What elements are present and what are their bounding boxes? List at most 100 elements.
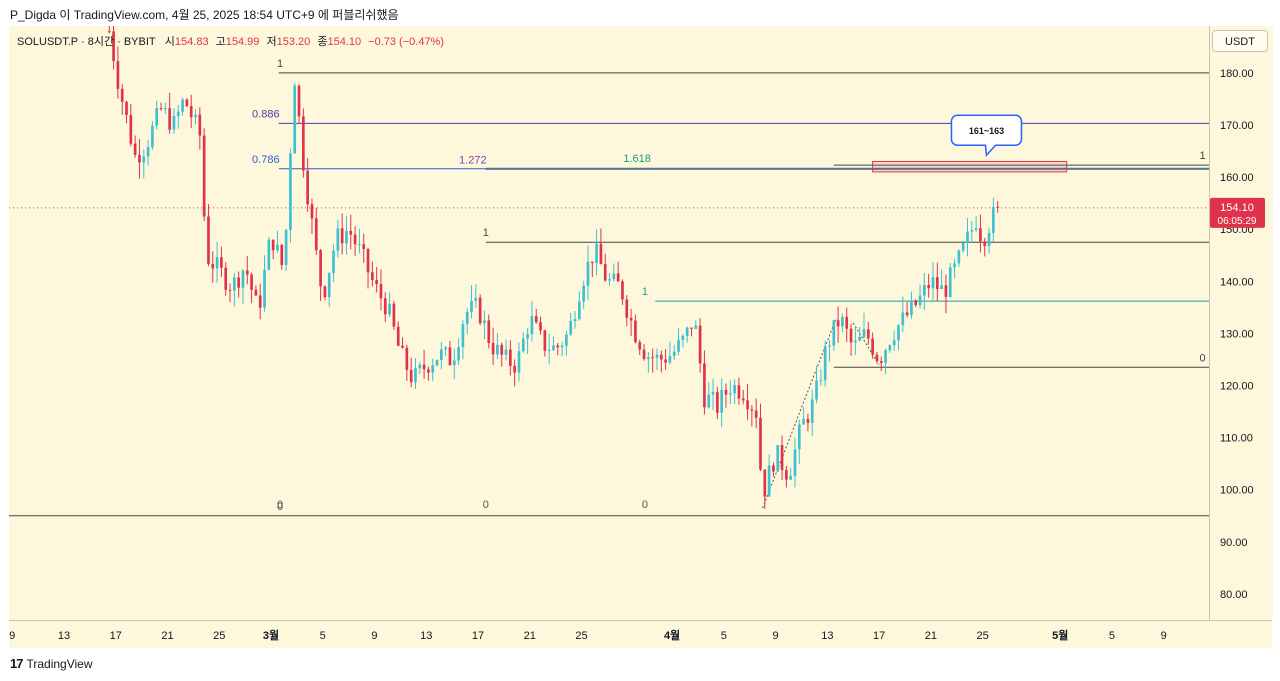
candle-body xyxy=(474,297,478,301)
candle-body xyxy=(806,418,810,423)
candle-body xyxy=(263,269,266,308)
candle-body xyxy=(754,410,758,418)
candle-body xyxy=(836,320,840,327)
candle-body xyxy=(435,359,439,366)
candle-body xyxy=(448,347,452,366)
candle-body xyxy=(642,349,646,360)
low-value: 153.20 xyxy=(276,36,311,48)
candle-body xyxy=(176,111,180,116)
time-tick-label: 21 xyxy=(161,630,173,642)
candle-body xyxy=(862,329,866,337)
candle-body xyxy=(189,106,193,118)
candle-body xyxy=(694,325,698,329)
candle-body xyxy=(388,303,391,315)
candle-body xyxy=(543,330,547,351)
currency-button[interactable]: USDT xyxy=(1212,30,1268,52)
candle-body xyxy=(810,399,814,423)
candle-body xyxy=(668,356,672,363)
candle-body xyxy=(733,385,736,394)
candle-body xyxy=(366,248,370,273)
candle-body xyxy=(582,285,585,302)
candle-body xyxy=(401,345,404,348)
high-label: 고 xyxy=(215,36,226,48)
candle-body xyxy=(616,273,620,282)
candle-body xyxy=(526,334,529,339)
fib-level-label: 1 xyxy=(277,58,283,70)
candle-body xyxy=(245,270,249,275)
candle-body xyxy=(966,231,969,244)
fib-zero-label: 0 xyxy=(642,499,648,511)
candle-body xyxy=(353,234,357,245)
candle-body xyxy=(289,153,292,230)
price-tick-label: 90.00 xyxy=(1220,537,1248,549)
candle-body xyxy=(280,244,284,265)
candle-body xyxy=(940,285,943,289)
candle-body xyxy=(358,244,361,246)
candle-body xyxy=(841,316,844,327)
candle-body xyxy=(552,345,555,351)
footer-brand[interactable]: 17 TradingView xyxy=(10,656,93,671)
candle-body xyxy=(349,230,353,235)
candle-body xyxy=(306,170,309,205)
candle-body xyxy=(392,303,396,327)
candle-body xyxy=(284,229,288,265)
price-tick-label: 170.00 xyxy=(1220,120,1254,132)
candle-body xyxy=(172,115,176,130)
candle-body xyxy=(500,344,504,355)
candle-body xyxy=(224,267,228,290)
candle-body xyxy=(530,316,534,335)
candle-body xyxy=(504,349,508,355)
fib-level-label: 1.618 xyxy=(623,153,651,165)
candle-body xyxy=(271,239,275,251)
candle-body xyxy=(198,114,202,136)
price-tick-label: 140.00 xyxy=(1220,276,1254,288)
candle-body xyxy=(789,475,793,480)
time-axis[interactable]: 9 13 17 21 25 3월 5 9 13 17 21 25 4월 5 9 13 17 21 25 5월 5 9 xyxy=(9,620,1272,648)
candle-body xyxy=(133,143,137,155)
candle-body xyxy=(194,114,197,118)
fib-level-label: 1.272 xyxy=(459,154,487,166)
candle-body xyxy=(241,270,245,288)
candle-body xyxy=(698,325,702,364)
candle-body xyxy=(310,204,314,219)
candle-body xyxy=(858,336,862,341)
candle-body xyxy=(560,345,564,348)
candle-body xyxy=(772,465,775,472)
candle-body xyxy=(383,298,387,315)
candle-body xyxy=(465,311,469,325)
candle-body xyxy=(608,279,611,281)
candle-body xyxy=(819,380,823,382)
candle-body xyxy=(905,312,909,316)
candle-body xyxy=(992,206,995,233)
time-tick-label: 9 xyxy=(773,630,779,642)
price-tick-label: 130.00 xyxy=(1220,328,1254,340)
candle-body xyxy=(215,257,219,269)
time-tick-label: 5 xyxy=(721,630,727,642)
candle-body xyxy=(422,364,426,370)
time-tick-label: 13 xyxy=(821,630,833,642)
last-price-tag-price: 154.10 xyxy=(1220,202,1254,214)
candle-body xyxy=(461,324,465,348)
candle-body xyxy=(780,445,784,471)
price-tick-label: 80.00 xyxy=(1220,589,1248,601)
time-tick-label: 13 xyxy=(58,630,70,642)
candle-body xyxy=(578,301,581,320)
candle-body xyxy=(629,317,633,321)
candle-body xyxy=(785,470,788,480)
candle-body xyxy=(996,206,1000,208)
candle-body xyxy=(763,469,767,497)
chart-area[interactable]: 1 0.886 0.786 0 1.272 1.618 1 1 0 1 0 0 0 161~163 xyxy=(9,26,1209,620)
candle-body xyxy=(181,99,184,112)
candle-body xyxy=(565,334,568,346)
candle-body xyxy=(405,347,409,370)
candle-body xyxy=(802,418,805,425)
candle-body xyxy=(948,267,952,297)
symbol-name[interactable]: SOLUSDT.P · 8시간 · BYBIT xyxy=(17,36,156,48)
candle-body xyxy=(302,116,305,171)
time-tick-label: 4월 xyxy=(664,628,680,642)
price-axis[interactable]: 180.00 170.00 160.00 150.00 140.00 130.00 120.… xyxy=(1209,26,1273,620)
candle-body xyxy=(539,322,542,331)
candle-body xyxy=(711,391,715,395)
candle-body xyxy=(414,368,417,383)
